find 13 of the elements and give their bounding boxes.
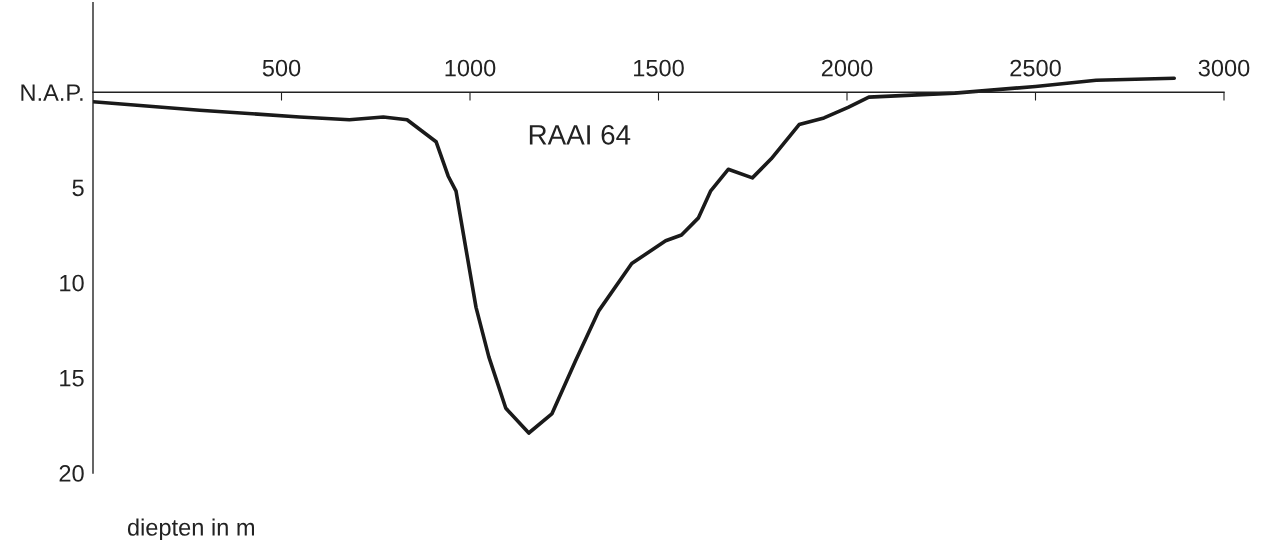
x-tick-label: 2000 — [821, 59, 873, 77]
text: RAAI 64 — [529, 124, 631, 145]
y-tick-label: 10 — [60, 274, 84, 292]
x-tick-label: 3000 — [1198, 59, 1250, 77]
text: diepten in m — [127, 518, 254, 540]
y-tick-label: N.A.P. — [21, 84, 83, 101]
x-tick-label: 1500 — [634, 59, 684, 77]
y-tick-label: 5 — [72, 179, 84, 197]
y-tick-label: 15 — [60, 370, 84, 387]
x-tick-label: 2500 — [1010, 59, 1061, 77]
x-tick-label: 500 — [262, 59, 301, 77]
y-tick-label: 20 — [59, 465, 84, 482]
x-tick-label: 1000 — [445, 59, 496, 77]
